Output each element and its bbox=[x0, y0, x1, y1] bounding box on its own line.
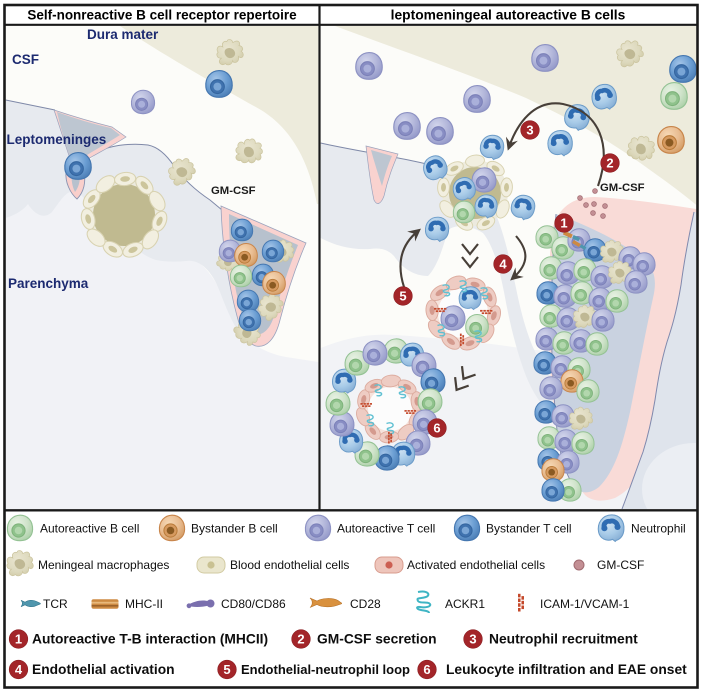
svg-text:6: 6 bbox=[433, 421, 440, 436]
svg-text:GM-CSF: GM-CSF bbox=[597, 558, 644, 572]
svg-text:Endothelial activation: Endothelial activation bbox=[32, 662, 175, 677]
svg-text:Parenchyma: Parenchyma bbox=[8, 276, 89, 291]
svg-text:Dura mater: Dura mater bbox=[87, 27, 159, 42]
svg-text:6: 6 bbox=[423, 662, 430, 677]
svg-text:GM-CSF: GM-CSF bbox=[600, 182, 645, 194]
svg-text:4: 4 bbox=[499, 257, 507, 272]
svg-text:2: 2 bbox=[297, 632, 304, 647]
svg-text:Meningeal macrophages: Meningeal macrophages bbox=[38, 558, 169, 572]
svg-text:2: 2 bbox=[606, 156, 613, 171]
svg-text:TCR: TCR bbox=[43, 597, 68, 611]
svg-text:MHC-II: MHC-II bbox=[125, 597, 163, 611]
svg-text:Autoreactive T-B interaction (: Autoreactive T-B interaction (MHCII) bbox=[32, 632, 268, 647]
svg-text:GM-CSF: GM-CSF bbox=[211, 185, 256, 197]
svg-text:3: 3 bbox=[526, 123, 533, 138]
svg-text:CSF: CSF bbox=[12, 52, 39, 67]
svg-text:CD28: CD28 bbox=[350, 597, 381, 611]
svg-text:Blood endothelial cells: Blood endothelial cells bbox=[230, 558, 349, 572]
svg-text:Neutrophil: Neutrophil bbox=[631, 522, 686, 536]
svg-text:5: 5 bbox=[223, 662, 230, 677]
svg-text:5: 5 bbox=[399, 289, 406, 304]
svg-text:Bystander B cell: Bystander B cell bbox=[191, 522, 278, 536]
svg-text:Endothelial-neutrophil loop: Endothelial-neutrophil loop bbox=[241, 662, 410, 677]
svg-text:GM-CSF secretion: GM-CSF secretion bbox=[317, 632, 437, 647]
svg-text:Bystander T cell: Bystander T cell bbox=[486, 522, 572, 536]
svg-text:Neutrophil recruitment: Neutrophil recruitment bbox=[489, 632, 638, 647]
svg-text:CD80/CD86: CD80/CD86 bbox=[221, 597, 286, 611]
svg-text:ICAM-1/VCAM-1: ICAM-1/VCAM-1 bbox=[540, 597, 630, 611]
svg-text:Autoreactive T cell: Autoreactive T cell bbox=[337, 522, 435, 536]
svg-text:Leptomeninges: Leptomeninges bbox=[7, 132, 107, 147]
svg-text:Leukocyte infiltration and EAE: Leukocyte infiltration and EAE onset bbox=[446, 662, 687, 677]
svg-text:Autoreactive B cell: Autoreactive B cell bbox=[40, 522, 139, 536]
svg-text:Self-nonreactive B cell recept: Self-nonreactive B cell receptor reperto… bbox=[27, 8, 297, 23]
svg-text:4: 4 bbox=[15, 662, 23, 677]
svg-text:Activated endothelial cells: Activated endothelial cells bbox=[407, 558, 545, 572]
svg-text:1: 1 bbox=[560, 216, 567, 231]
svg-text:1: 1 bbox=[15, 632, 22, 647]
svg-text:leptomeningeal autoreactive B: leptomeningeal autoreactive B cells bbox=[391, 8, 626, 23]
svg-text:ACKR1: ACKR1 bbox=[445, 597, 485, 611]
svg-text:3: 3 bbox=[469, 632, 476, 647]
